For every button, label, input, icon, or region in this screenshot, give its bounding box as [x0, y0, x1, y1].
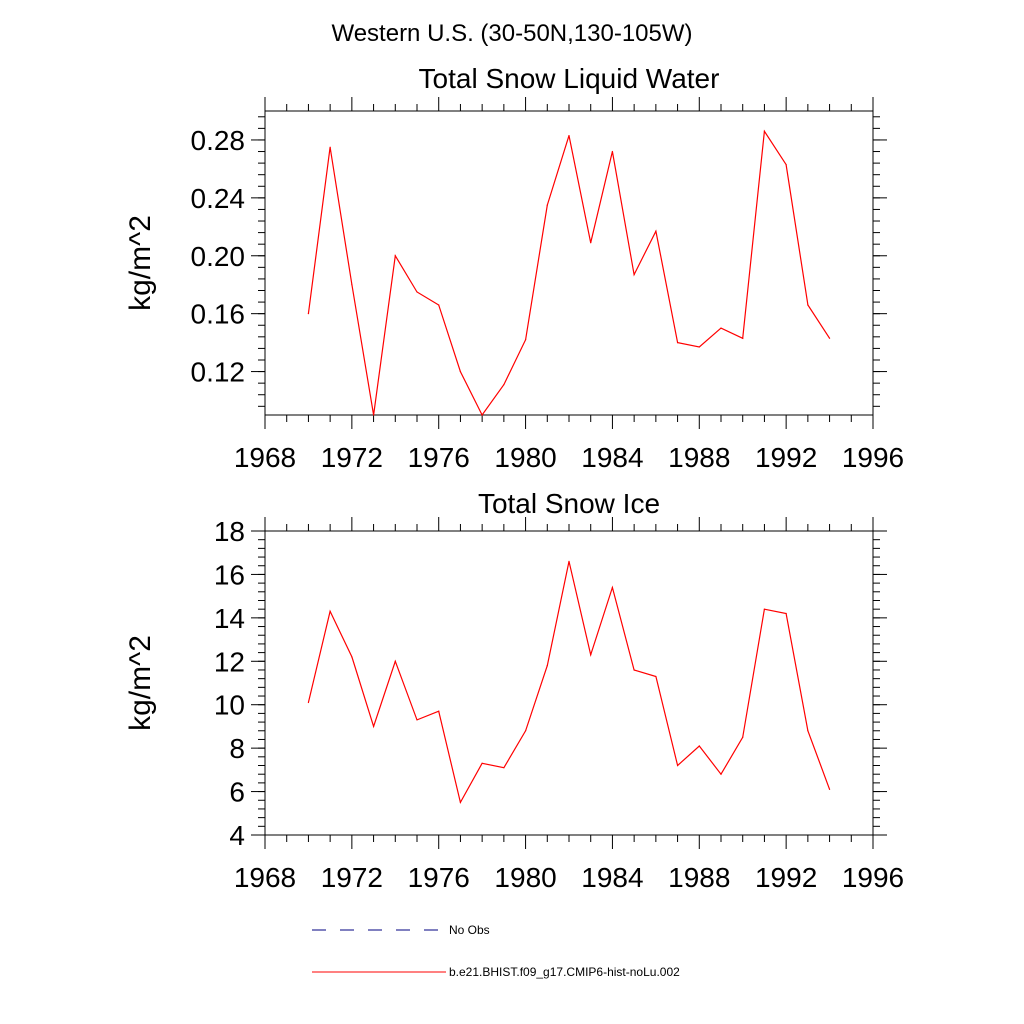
data-point — [676, 342, 679, 344]
y-tick-label: 18 — [214, 516, 245, 547]
y-tick-label: 0.20 — [191, 241, 246, 272]
data-point — [720, 773, 722, 775]
data-point — [807, 304, 809, 306]
y-tick-label: 6 — [229, 777, 245, 808]
data-point — [785, 612, 787, 615]
plot-frame — [264, 110, 874, 416]
data-point — [438, 710, 440, 712]
data-point — [676, 764, 679, 767]
y-tick-label: 16 — [214, 559, 245, 590]
data-point — [828, 788, 831, 791]
series-line — [307, 561, 831, 805]
data-point — [503, 767, 505, 769]
data-point — [481, 762, 483, 764]
data-point — [372, 414, 375, 416]
y-tick-label: 0.12 — [191, 357, 246, 388]
data-point — [372, 725, 375, 728]
x-tick-label: 1992 — [755, 862, 817, 893]
x-tick-label: 1980 — [494, 862, 556, 893]
data-point — [720, 327, 722, 329]
legend: No Obs b.e21.BHIST.f09_g17.CMIP6-hist-no… — [312, 923, 680, 979]
chart-title: Total Snow Ice — [478, 488, 660, 519]
x-tick-label: 1972 — [321, 442, 383, 473]
legend-label-model: b.e21.BHIST.f09_g17.CMIP6-hist-noLu.002 — [449, 965, 680, 979]
data-point — [742, 736, 744, 738]
data-point — [416, 291, 418, 293]
y-axis-label: kg/m^2 — [124, 215, 157, 311]
data-point — [763, 130, 766, 132]
y-tick-label: 12 — [214, 646, 245, 677]
data-point — [524, 339, 527, 341]
data-point — [481, 414, 483, 416]
data-point — [438, 304, 440, 306]
x-tick-label: 1988 — [668, 442, 730, 473]
data-point — [590, 654, 592, 656]
y-tick-label: 10 — [214, 690, 245, 721]
y-axis-label: kg/m^2 — [124, 635, 157, 731]
y-tick-label: 0.24 — [191, 183, 246, 214]
data-point — [307, 313, 310, 315]
data-point — [416, 719, 418, 721]
data-point — [546, 665, 548, 667]
data-point — [459, 801, 462, 804]
x-tick-label: 1976 — [408, 862, 470, 893]
data-point — [351, 656, 353, 658]
chart-panel-snow-ice: Total Snow Ice 1968 1972 1976 1980 1984 1988 1… — [124, 488, 904, 893]
x-tick-label: 1976 — [408, 442, 470, 473]
data-point — [459, 370, 462, 373]
data-point — [742, 337, 744, 339]
data-point — [698, 346, 700, 348]
data-point — [524, 730, 527, 732]
data-point — [590, 242, 592, 244]
data-point — [785, 163, 787, 166]
data-point — [307, 701, 310, 704]
data-point — [568, 560, 570, 563]
figure-main-title: Western U.S. (30-50N,130-105W) — [331, 20, 692, 47]
data-point — [763, 608, 766, 610]
y-tick-label: 14 — [214, 603, 245, 634]
legend-label-no-obs: No Obs — [449, 923, 490, 937]
data-point — [655, 675, 657, 678]
x-tick-label: 1968 — [234, 442, 296, 473]
series-line — [307, 129, 831, 417]
data-point — [329, 610, 331, 612]
chart-panel-snow-liquid-water: Total Snow Liquid Water 1968 1972 1976 1980… — [124, 63, 904, 473]
x-tick-label: 1984 — [581, 862, 643, 893]
data-point — [503, 384, 505, 386]
x-tick-label: 1984 — [581, 442, 643, 473]
data-point — [828, 337, 831, 339]
x-tick-label: 1992 — [755, 442, 817, 473]
y-tick-label: 0.28 — [191, 125, 246, 156]
data-point — [611, 586, 614, 589]
data-point — [568, 135, 570, 137]
x-tick-label: 1972 — [321, 862, 383, 893]
data-point — [698, 745, 700, 747]
data-point — [546, 204, 548, 206]
data-point — [807, 730, 809, 732]
data-point — [329, 146, 331, 148]
data-point — [633, 273, 635, 276]
chart-title: Total Snow Liquid Water — [419, 63, 720, 94]
data-point — [351, 284, 353, 286]
x-tick-label: 1996 — [842, 862, 904, 893]
data-point — [633, 669, 635, 671]
x-tick-label: 1996 — [842, 442, 904, 473]
data-point — [611, 150, 614, 153]
data-point — [394, 660, 396, 662]
data-point — [655, 230, 657, 232]
y-tick-label: 0.16 — [191, 299, 246, 330]
x-tick-label: 1968 — [234, 862, 296, 893]
x-tick-label: 1980 — [494, 442, 556, 473]
data-point — [394, 255, 396, 257]
y-tick-label: 8 — [229, 733, 245, 764]
y-tick-label: 4 — [229, 820, 245, 851]
plot-frame — [264, 530, 874, 836]
x-tick-label: 1988 — [668, 862, 730, 893]
